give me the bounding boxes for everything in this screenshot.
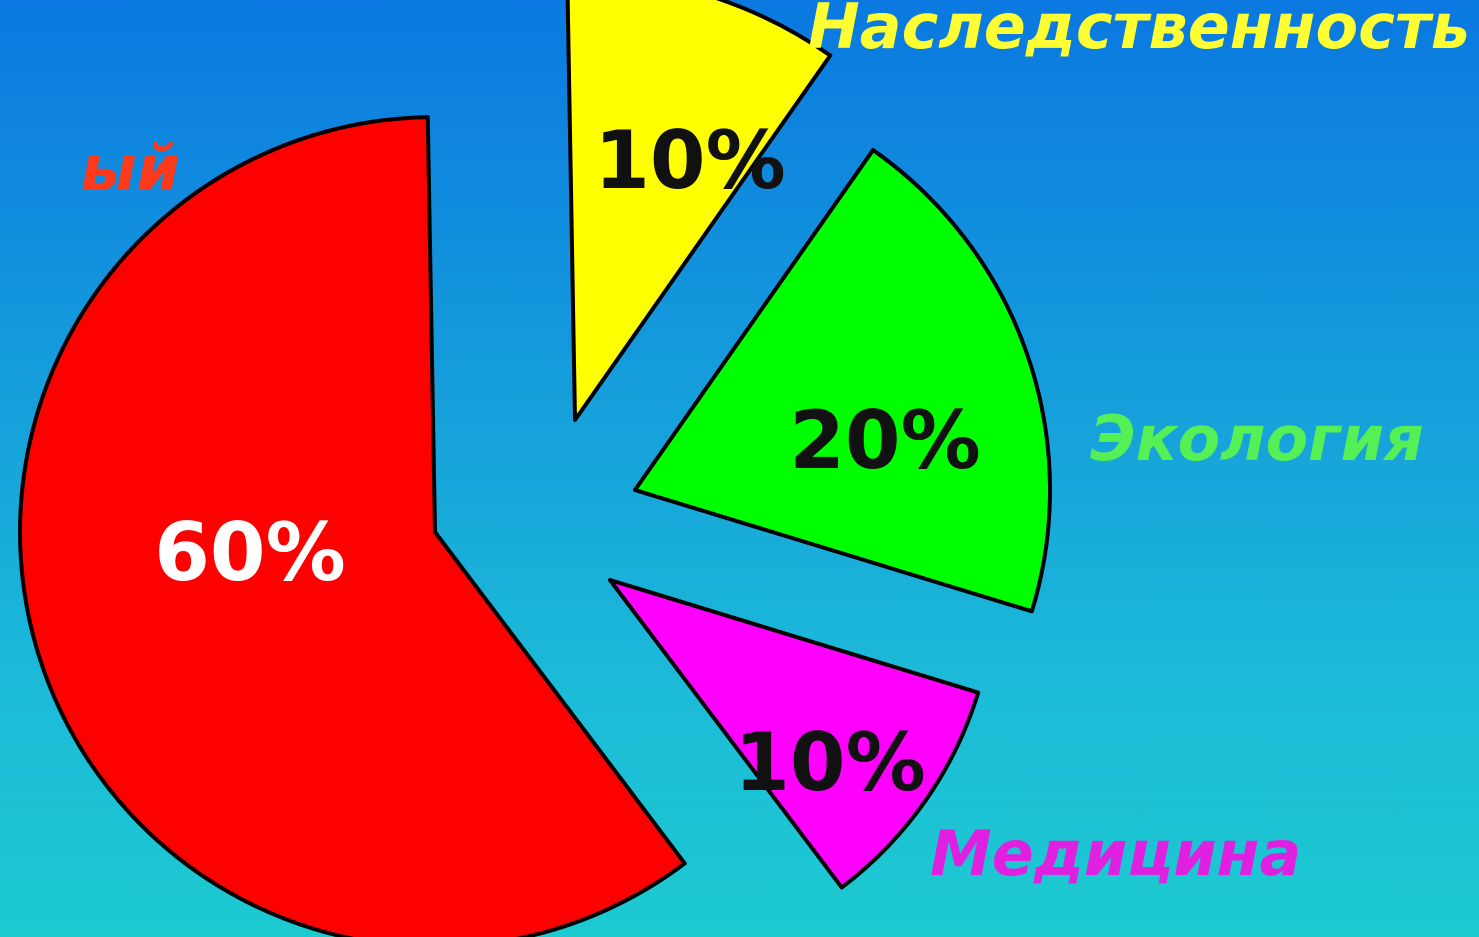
value-label-medicine: 10%: [734, 716, 925, 809]
value-label-heredity: 10%: [594, 114, 785, 207]
pie-slice-heredity: [565, 0, 833, 422]
category-label-ecology: Экология: [1090, 402, 1424, 475]
pie-slice-medicine: [608, 578, 981, 890]
slices-layer: [18, 0, 1052, 937]
category-label-lifestyle: ый: [80, 132, 180, 205]
category-label-medicine: Медицина: [930, 817, 1301, 890]
category-label-heredity: Наследственность: [808, 0, 1470, 63]
pie-slice-ecology: [633, 148, 1052, 614]
value-label-ecology: 20%: [789, 394, 980, 487]
pie-slice-lifestyle: [18, 115, 687, 937]
value-label-lifestyle: 60%: [154, 506, 345, 599]
